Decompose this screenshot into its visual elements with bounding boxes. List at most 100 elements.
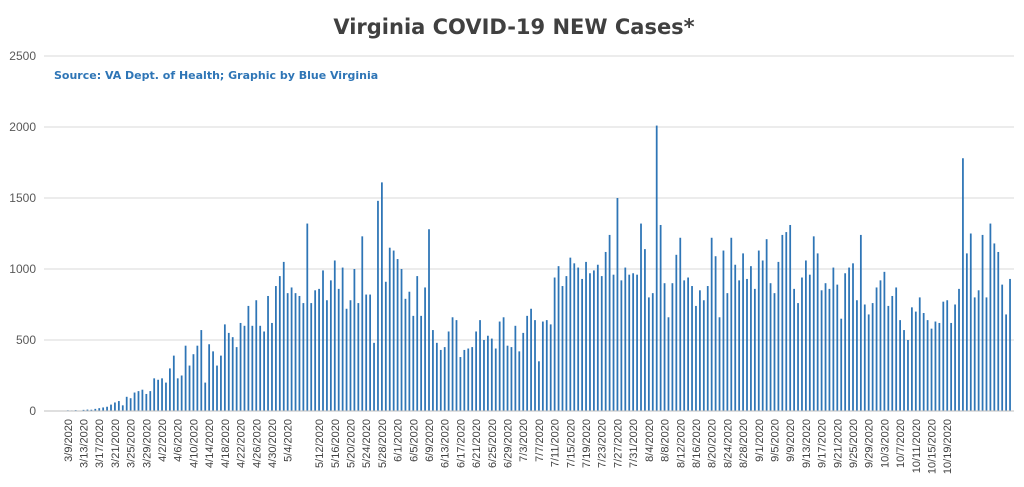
bar: [455, 320, 458, 411]
x-tick-label: 10/15/2020: [927, 419, 939, 474]
bar: [169, 368, 171, 411]
x-tick-label: 5/24/2020: [361, 419, 373, 468]
chart-title: Virginia COVID-19 NEW Cases*: [333, 15, 694, 39]
bar: [596, 264, 599, 411]
bar: [412, 315, 415, 411]
bar: [243, 325, 246, 411]
bar: [730, 237, 733, 411]
bar: [306, 223, 309, 411]
bar: [1001, 284, 1004, 411]
bar: [223, 324, 226, 411]
bar: [447, 331, 450, 411]
bar: [129, 398, 132, 411]
bar: [1009, 278, 1011, 411]
bar: [679, 237, 682, 411]
bar: [435, 342, 438, 411]
bar: [161, 378, 163, 411]
bar: [302, 303, 305, 411]
bar: [1005, 314, 1007, 411]
bar: [392, 250, 395, 411]
bar: [879, 280, 882, 411]
bar: [655, 125, 658, 411]
bar: [773, 293, 776, 411]
bar: [117, 401, 120, 411]
bar: [561, 286, 564, 411]
x-tick-label: 4/30/2020: [267, 419, 279, 468]
x-tick-label: 6/9/2020: [424, 419, 436, 462]
x-tick-label: 5/4/2020: [283, 419, 295, 462]
bar: [369, 294, 371, 411]
bar: [141, 389, 144, 411]
bar: [710, 237, 713, 411]
bar: [82, 409, 85, 411]
bar: [416, 276, 419, 411]
bar: [593, 270, 595, 411]
bar: [176, 378, 179, 411]
bar: [828, 288, 831, 411]
bar: [706, 286, 709, 411]
bar: [734, 264, 737, 411]
bar: [467, 348, 470, 411]
bar: [133, 392, 136, 411]
bar: [549, 324, 552, 411]
bar: [153, 378, 156, 411]
bar: [742, 253, 744, 411]
bar: [789, 224, 792, 411]
bar: [738, 280, 741, 411]
y-tick-label: 1500: [9, 191, 36, 205]
bar: [361, 236, 364, 411]
bar: [848, 267, 850, 411]
bar: [106, 406, 108, 411]
x-tick-label: 7/11/2020: [550, 419, 562, 467]
bar: [365, 294, 368, 411]
bar: [514, 325, 517, 411]
x-tick-label: 7/7/2020: [534, 419, 546, 462]
bar: [381, 182, 383, 411]
bar: [267, 295, 269, 411]
bar: [852, 263, 854, 411]
bar: [231, 337, 234, 411]
x-tick-label: 10/7/2020: [895, 419, 907, 468]
x-tick-label: 6/21/2020: [471, 419, 483, 468]
bar: [832, 267, 835, 411]
bar: [726, 293, 729, 411]
bar: [459, 357, 462, 411]
bar: [483, 340, 485, 411]
bar: [463, 349, 466, 411]
bar: [388, 247, 391, 411]
bar: [624, 267, 627, 411]
bar: [632, 273, 635, 411]
bar: [718, 317, 721, 411]
x-tick-label: 4/26/2020: [251, 419, 263, 468]
bar: [918, 297, 921, 411]
bar: [585, 261, 587, 411]
bar: [490, 338, 493, 411]
bar: [899, 320, 901, 411]
x-tick-label: 4/2/2020: [157, 419, 169, 462]
bar: [926, 320, 929, 411]
bar: [510, 347, 513, 411]
bar: [612, 274, 615, 411]
bar: [695, 305, 697, 411]
bar: [326, 300, 328, 411]
bar: [471, 347, 474, 411]
bar: [294, 293, 297, 411]
x-tick-label: 7/3/2020: [518, 419, 530, 462]
bar: [94, 408, 97, 411]
bar: [212, 351, 214, 411]
bar: [793, 288, 795, 411]
x-tick-label: 9/25/2020: [848, 419, 860, 468]
bar: [891, 295, 894, 411]
bar: [86, 409, 89, 411]
gridlines: [44, 55, 1014, 341]
bar: [530, 308, 532, 411]
x-tick-label: 6/29/2020: [503, 419, 515, 468]
bar: [765, 239, 768, 411]
chart-source-note: Source: VA Dept. of Health; Graphic by B…: [54, 69, 378, 82]
x-tick-label: 3/17/2020: [94, 419, 106, 468]
bar: [247, 305, 250, 411]
bar: [914, 311, 917, 411]
bar: [282, 261, 285, 411]
bar: [310, 303, 313, 411]
bar: [102, 407, 105, 411]
